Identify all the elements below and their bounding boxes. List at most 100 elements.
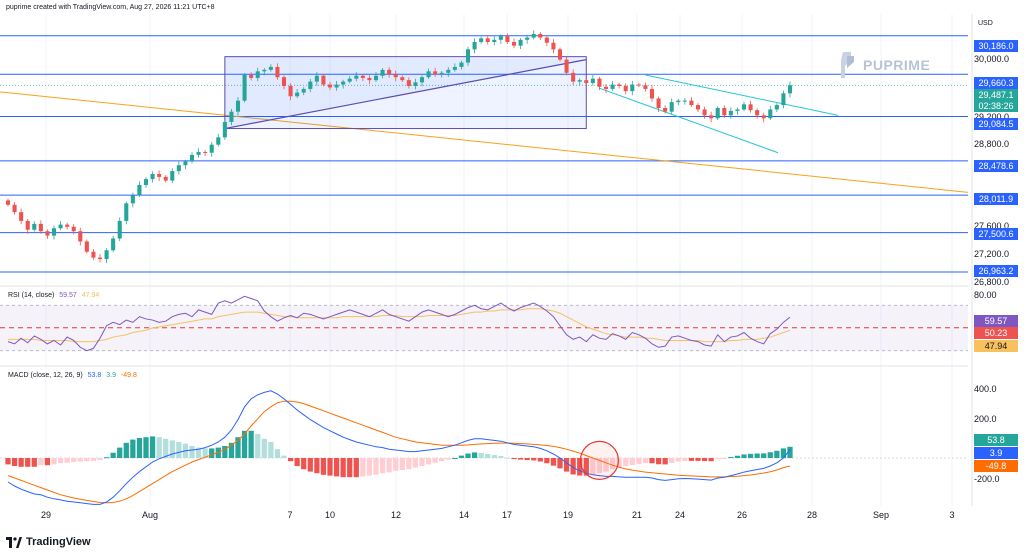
candle-body xyxy=(656,98,661,108)
candle-body xyxy=(695,105,701,110)
macd-histogram-bar xyxy=(31,458,37,467)
macd-tick: 400.0 xyxy=(974,384,997,394)
price-pane xyxy=(0,30,969,273)
macd-histogram-bar xyxy=(570,458,576,475)
candle-body xyxy=(492,39,497,42)
candle-body xyxy=(216,137,221,145)
candle-body xyxy=(682,100,687,102)
macd-signal-badge: -49.8 xyxy=(974,460,1018,472)
candle-body xyxy=(485,38,490,42)
price-tick: 27,600.0 xyxy=(974,221,1010,231)
candle-body xyxy=(544,37,549,43)
macd-histogram-bar xyxy=(774,450,780,458)
candle-body xyxy=(419,77,425,83)
macd-histogram-bar xyxy=(320,458,327,475)
candle-body xyxy=(702,109,707,116)
candle-body xyxy=(373,75,379,81)
candle-body xyxy=(301,88,306,93)
macd-tick: -200.0 xyxy=(974,474,1000,484)
rsi-legend: RSI (14, close) 59.57 47.94 xyxy=(8,292,99,299)
brand-watermark: PUPRIME xyxy=(837,50,930,80)
macd-histogram-bar xyxy=(379,458,386,474)
macd-histogram-bar xyxy=(340,458,346,478)
candle-body xyxy=(393,74,398,78)
candle-body xyxy=(143,179,149,185)
candle-body xyxy=(709,115,714,119)
rsi-badge: 59.57 xyxy=(974,315,1018,327)
macd-histogram-bar xyxy=(445,458,451,460)
macd-histogram-bar xyxy=(662,458,668,465)
candle-body xyxy=(525,37,530,40)
candle-body xyxy=(498,36,503,40)
macd-histogram-bar xyxy=(287,458,294,462)
candle-body xyxy=(768,109,773,119)
candle-body xyxy=(761,115,766,119)
level-badge: 30,186.0 xyxy=(974,40,1018,52)
candle-body xyxy=(327,84,333,88)
macd-histogram-bar xyxy=(255,434,261,458)
candle-body xyxy=(255,71,260,78)
price-tick: 27,200.0 xyxy=(974,249,1010,259)
candle-body xyxy=(459,62,464,67)
macd-histogram-bar xyxy=(577,458,583,476)
candle-body xyxy=(288,86,293,97)
rsi-tick: 80.00 xyxy=(974,290,997,300)
rsi-title: RSI (14, close) xyxy=(8,292,55,299)
candle-body xyxy=(354,75,359,79)
macd-histogram-bar xyxy=(274,449,281,458)
macd-histogram-bar xyxy=(734,455,741,458)
candle-body xyxy=(610,84,615,89)
channel-upper-line xyxy=(645,74,839,116)
candle-body xyxy=(518,39,523,46)
macd-histogram-bar xyxy=(629,458,635,466)
macd-histogram-bar xyxy=(701,458,708,462)
macd-histogram-bar xyxy=(504,457,511,459)
macd-histogram-bar xyxy=(537,458,543,462)
macd-histogram-bar xyxy=(478,452,484,458)
x-tick: 24 xyxy=(674,510,686,520)
macd-histogram-bar xyxy=(642,458,649,464)
macd-histogram-bar xyxy=(44,458,51,466)
macd-histogram-bar xyxy=(360,458,366,477)
macd-histogram-bar xyxy=(11,458,18,466)
rsi-pane xyxy=(0,295,968,352)
macd-histogram-bar xyxy=(439,458,445,462)
macd-hist-badge: 53.8 xyxy=(974,434,1018,446)
macd-histogram-bar xyxy=(103,457,110,459)
candle-body xyxy=(465,49,471,63)
macd-histogram-bar xyxy=(117,447,123,458)
tradingview-branding: TradingView xyxy=(6,536,91,548)
macd-histogram-bar xyxy=(511,458,517,460)
candle-body xyxy=(12,204,17,213)
candle-body xyxy=(58,224,63,229)
candle-body xyxy=(203,152,208,153)
macd-signal-line xyxy=(7,400,791,504)
candle-body xyxy=(387,69,392,75)
macd-histogram-bar xyxy=(386,458,392,473)
x-tick: 10 xyxy=(324,510,336,520)
macd-histogram-bar xyxy=(347,458,353,478)
macd-histogram-bar xyxy=(721,458,727,459)
macd-histogram-bar xyxy=(18,458,24,467)
candle-body xyxy=(426,71,431,78)
candle-body xyxy=(511,42,517,46)
candle-body xyxy=(235,100,241,112)
candle-body xyxy=(321,75,326,85)
grid xyxy=(0,14,973,506)
macd-histogram-bar xyxy=(544,458,550,464)
macd-histogram-bar xyxy=(524,458,530,461)
level-badge: 29,084.5 xyxy=(974,118,1018,130)
candle-body xyxy=(268,66,273,70)
rsi-ma-badge: 47.94 xyxy=(974,340,1018,352)
macd-histogram-bar xyxy=(563,458,570,472)
macd-histogram-bar xyxy=(636,458,642,465)
candle-body xyxy=(5,200,11,205)
candle-body xyxy=(275,66,280,78)
macd-histogram-bar xyxy=(432,458,438,463)
rsi-band xyxy=(0,305,968,351)
macd-legend: MACD (close, 12, 26, 9) 53.8 3.9 -49.8 xyxy=(8,372,137,379)
triangle-fill xyxy=(224,56,587,129)
candle-body xyxy=(571,72,576,82)
candle-body xyxy=(124,203,129,221)
